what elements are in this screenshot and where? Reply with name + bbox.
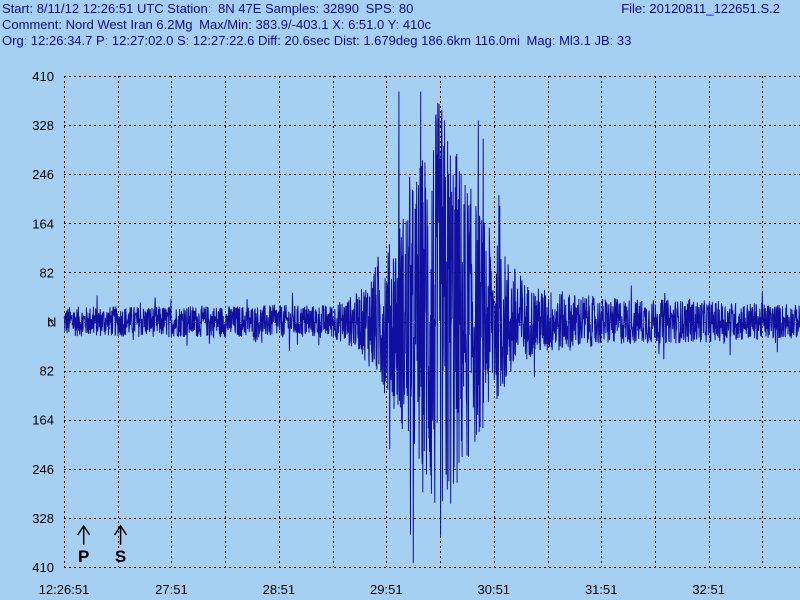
x-axis-ticks: 12:26:51 27:51 28:51 29:51 30:51 31:51 32:51 bbox=[39, 582, 725, 597]
y-tick-label: 410 bbox=[32, 69, 54, 84]
file-value: 20120811_122651.S.2 bbox=[649, 1, 780, 16]
waveform-trace bbox=[63, 91, 800, 563]
waveform-line bbox=[63, 91, 800, 563]
marker-arrow bbox=[77, 524, 91, 545]
org-value: 12:26:34.7 bbox=[30, 33, 93, 48]
header-line-1: Start: 8/11/12 12:26:51 UTC Station: 8N … bbox=[2, 1, 413, 17]
y-tick-label: 246 bbox=[32, 462, 54, 477]
x-value: 6:51.0 bbox=[348, 17, 385, 32]
org-label: Org: bbox=[2, 33, 28, 48]
x-tick-label: 29:51 bbox=[370, 582, 403, 597]
phase-marker-p: P bbox=[77, 524, 91, 566]
file-label: File: bbox=[621, 1, 646, 16]
x-tick-label: 28:51 bbox=[263, 582, 296, 597]
y-axis-ticks: 410 328 246 164 82 c 82 164 246 328 410 N bbox=[32, 69, 56, 575]
y-value: 410c bbox=[402, 17, 432, 32]
diff-label: Diff: bbox=[258, 33, 281, 48]
marker-label: P bbox=[78, 547, 89, 566]
station-label: Station: bbox=[167, 1, 212, 16]
y-tick-label: 328 bbox=[32, 118, 54, 133]
diff-value: 20.6sec bbox=[284, 33, 331, 48]
y-tick-label: 82 bbox=[40, 364, 54, 379]
y-tick-label: 82 bbox=[40, 265, 54, 280]
dist-label: Dist: bbox=[333, 33, 360, 48]
mag-value: Ml3.1 bbox=[559, 33, 591, 48]
marker-arrow bbox=[113, 524, 128, 545]
p-label: P: bbox=[96, 33, 109, 48]
header-line-3: Org: 12:26:34.7 P: 12:27:02.0 S: 12:27:2… bbox=[2, 33, 631, 49]
x-label: X: bbox=[332, 17, 345, 32]
samples-value: 32890 bbox=[322, 1, 359, 16]
channel-label: N bbox=[47, 315, 56, 330]
header-line-2: Comment: Nord West Iran 6.2Mg Max/Min: 3… bbox=[2, 17, 431, 33]
marker-label: S bbox=[115, 547, 126, 566]
maxmin-label: Max/Min: bbox=[199, 17, 252, 32]
maxmin-value: 383.9/-403.1 bbox=[255, 17, 329, 32]
y-label: Y: bbox=[387, 17, 400, 32]
y-tick-label: 164 bbox=[32, 216, 54, 231]
station-value: 8N 47E bbox=[218, 1, 262, 16]
file-info: File: 20120811_122651.S.2 bbox=[621, 1, 780, 16]
jb-label: JB: bbox=[594, 33, 614, 48]
comment-label: Comment: bbox=[2, 17, 62, 32]
y-tick-label: 328 bbox=[32, 511, 54, 526]
x-tick-label: 30:51 bbox=[478, 582, 511, 597]
y-tick-label: 410 bbox=[32, 560, 54, 575]
x-tick-label: 32:51 bbox=[692, 582, 725, 597]
phase-marker-s: S bbox=[113, 524, 128, 566]
dist-value: 1.679deg 186.6km 116.0mi bbox=[363, 33, 520, 48]
sps-value: 80 bbox=[398, 1, 414, 16]
x-tick-label: 12:26:51 bbox=[39, 582, 90, 597]
y-tick-label: 246 bbox=[32, 167, 54, 182]
y-tick-label: c bbox=[48, 315, 55, 330]
start-value: 8/11/12 12:26:51 UTC bbox=[36, 1, 164, 16]
p-value: 12:27:02.0 bbox=[111, 33, 174, 48]
y-tick-label: 164 bbox=[32, 413, 54, 428]
x-tick-label: 27:51 bbox=[155, 582, 188, 597]
jb-value: 33 bbox=[616, 33, 632, 48]
mag-label: Mag: bbox=[526, 33, 556, 48]
samples-label: Samples: bbox=[265, 1, 320, 16]
comment-value: Nord West Iran 6.2Mg bbox=[65, 17, 193, 32]
s-label: S: bbox=[177, 33, 190, 48]
x-tick-label: 31:51 bbox=[585, 582, 618, 597]
start-label: Start: bbox=[2, 1, 34, 16]
sps-label: SPS: bbox=[365, 1, 396, 16]
s-value: 12:27:22.6 bbox=[192, 33, 255, 48]
